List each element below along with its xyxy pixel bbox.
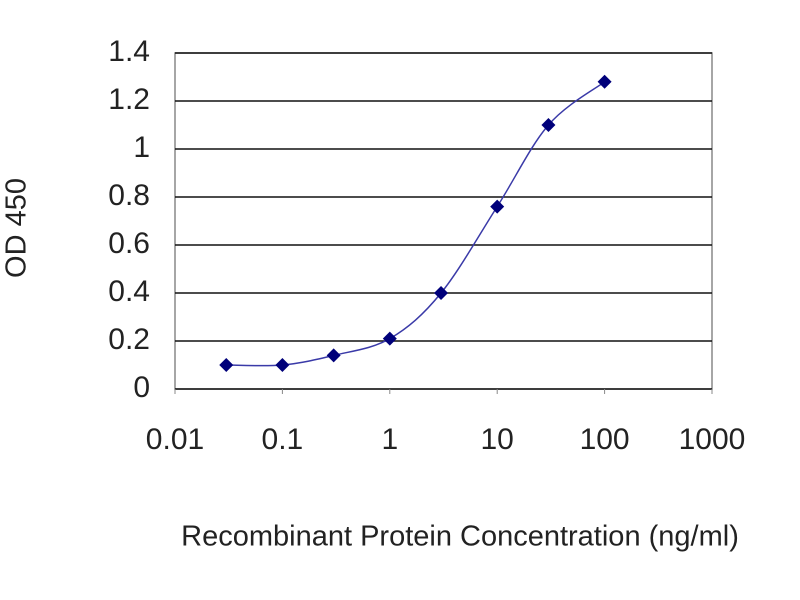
y-tick-label: 1 [133, 131, 150, 164]
y-tick-label: 0 [133, 371, 150, 404]
y-tick-label: 0.6 [108, 227, 150, 260]
x-tick-label: 0.1 [262, 423, 304, 456]
data-point [434, 286, 449, 300]
data-point [541, 118, 556, 132]
series-line [226, 81, 606, 367]
x-tick-label: 10 [481, 423, 514, 456]
data-point [490, 199, 505, 214]
x-tick-label: 100 [580, 423, 630, 456]
y-tick-label: 1.4 [108, 35, 150, 68]
data-point [597, 74, 612, 89]
x-tick-label: 0.01 [146, 423, 204, 456]
data-point [326, 348, 341, 363]
y-tick-label: 1.2 [108, 83, 150, 116]
y-tick-label: 0.8 [108, 179, 150, 212]
x-tick-label: 1 [381, 423, 398, 456]
x-tick-label: 1000 [679, 423, 746, 456]
y-tick-label: 0.4 [108, 275, 150, 308]
data-point [275, 358, 290, 372]
y-axis-title: OD 450 [1, 178, 33, 278]
data-point [219, 358, 234, 372]
x-axis-title: Recombinant Protein Concentration (ng/ml… [181, 521, 739, 553]
data-point [382, 331, 397, 346]
plot-area [174, 52, 713, 390]
y-tick-label: 0.2 [108, 323, 150, 356]
